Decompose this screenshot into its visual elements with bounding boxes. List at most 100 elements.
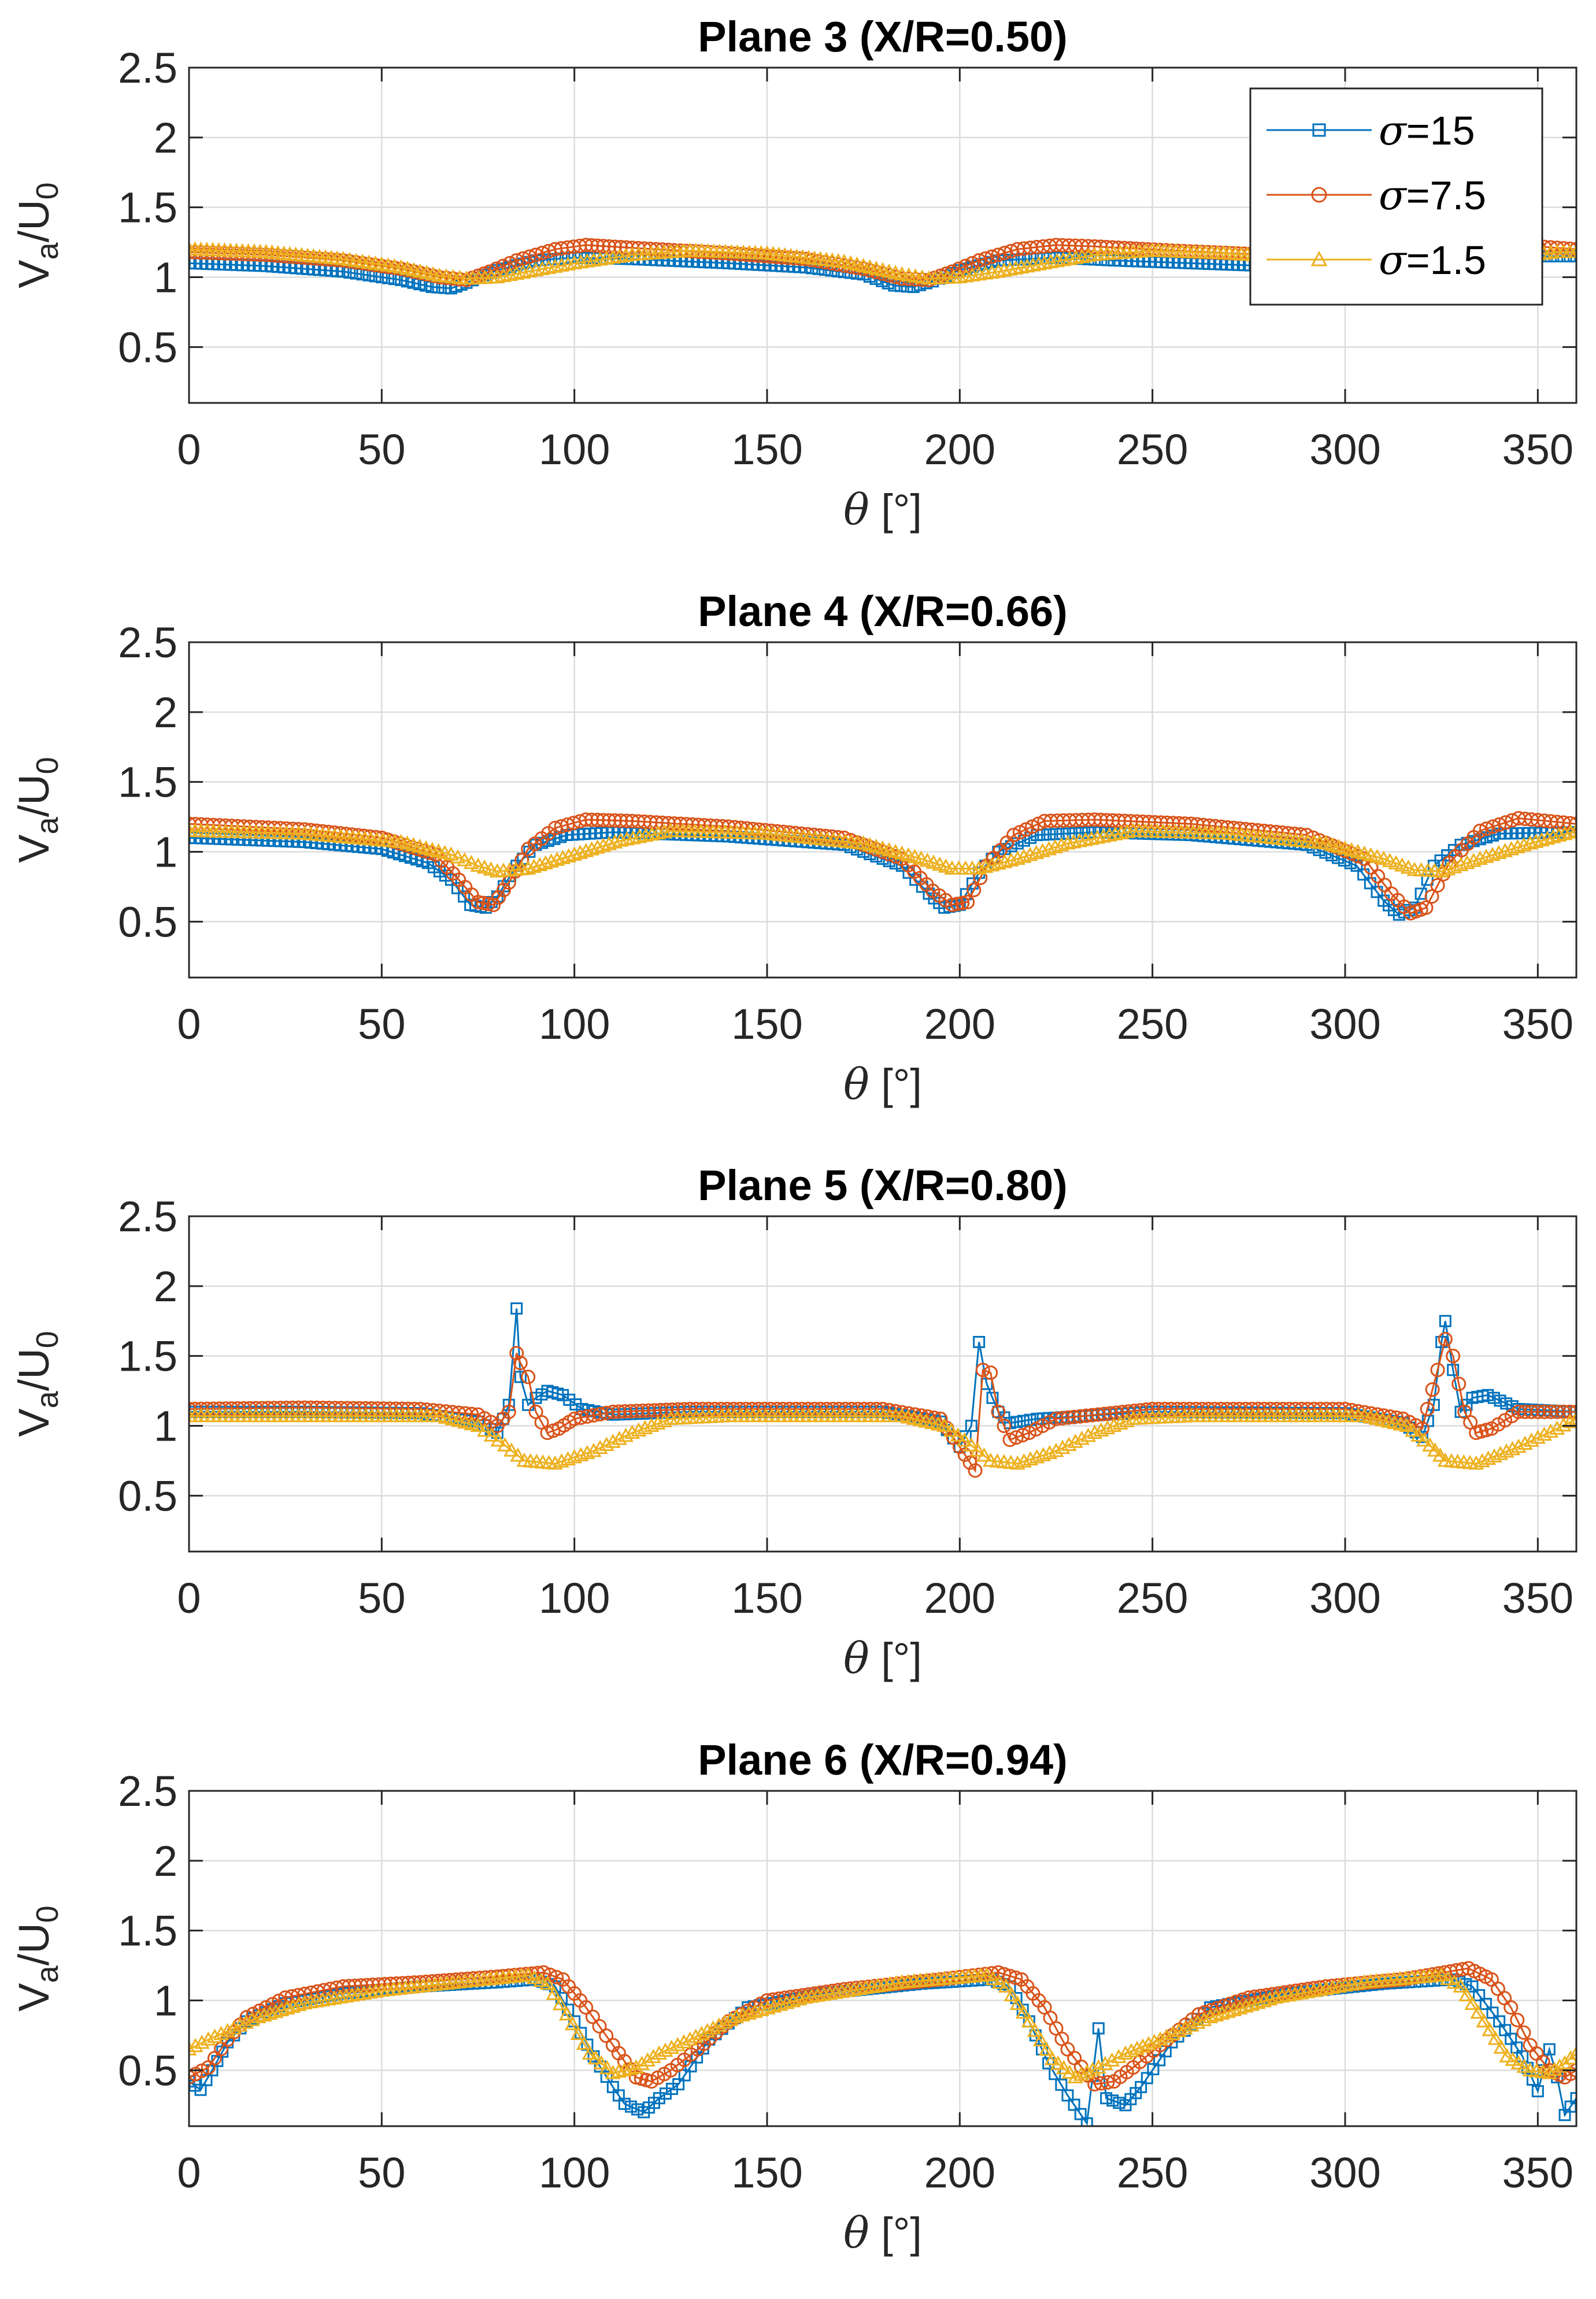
- data-point: [1003, 1987, 1020, 2001]
- data-point: [1493, 2039, 1509, 2054]
- data-point: [1504, 1441, 1521, 1456]
- data-point: [1140, 2036, 1157, 2050]
- data-point: [586, 1442, 602, 1457]
- data-point: [1013, 259, 1030, 274]
- data-point: [543, 853, 560, 868]
- x-tick-label: 100: [539, 2149, 610, 2197]
- data-point: [1022, 846, 1038, 861]
- data-point: [1510, 2012, 1525, 2027]
- data-point: [1196, 2012, 1212, 2026]
- data-point: [1504, 2000, 1519, 2015]
- y-tick-label: 2.5: [118, 1767, 177, 1815]
- data-point: [1482, 1389, 1494, 1401]
- data-point: [619, 240, 634, 255]
- data-point: [513, 1356, 528, 1371]
- data-point: [1009, 1430, 1024, 1445]
- data-point: [243, 834, 256, 846]
- x-tick-label: 250: [1117, 2149, 1188, 2197]
- data-point: [1526, 2073, 1539, 2086]
- data-point: [590, 238, 605, 253]
- y-tick-label: 2: [154, 1837, 177, 1885]
- chart-panel-4: 0 50 100 150 200 250 300 350 0.5 1 1.5 2 2.5 Plane 4 …: [10, 587, 1578, 1109]
- data-point: [973, 1336, 986, 1348]
- data-point: [694, 2026, 710, 2040]
- y-axis-label: Va/U0: [10, 757, 65, 862]
- data-point: [582, 1404, 595, 1416]
- data-point: [1568, 243, 1576, 258]
- data-point: [549, 1969, 564, 1985]
- data-point: [907, 849, 923, 864]
- data-point: [955, 895, 970, 910]
- data-point: [1067, 1434, 1083, 1448]
- data-point: [881, 842, 897, 857]
- data-point: [688, 2028, 704, 2043]
- data-point: [1562, 1413, 1576, 1428]
- data-point: [458, 890, 471, 903]
- data-point: [1165, 2026, 1181, 2040]
- legend-marker: [1312, 123, 1326, 137]
- data-point: [740, 2005, 757, 2020]
- data-point: [526, 858, 542, 873]
- data-point: [532, 857, 548, 871]
- x-tick-label: 150: [731, 1000, 802, 1048]
- data-point: [547, 1455, 563, 1470]
- plot-area: [189, 642, 1576, 978]
- data-point: [443, 846, 459, 861]
- data-point: [705, 2020, 721, 2035]
- data-point: [1569, 242, 1576, 257]
- data-point: [1362, 847, 1379, 862]
- legend-label-symbol: σ: [1379, 236, 1408, 284]
- data-point: [983, 1365, 998, 1380]
- data-point: [1135, 2038, 1151, 2053]
- data-point: [991, 247, 1006, 262]
- data-point: [522, 1398, 535, 1411]
- data-point: [262, 2005, 278, 2020]
- data-point: [1516, 837, 1532, 852]
- data-point: [1226, 2002, 1242, 2016]
- data-point: [585, 2009, 600, 2024]
- data-point: [552, 1996, 568, 2011]
- data-point: [1439, 1315, 1451, 1327]
- data-point: [957, 1432, 973, 1447]
- x-tick-label: 150: [731, 425, 802, 473]
- data-point: [522, 249, 537, 264]
- data-point: [672, 2078, 685, 2090]
- data-point: [496, 883, 511, 898]
- data-point: [201, 832, 214, 845]
- data-point: [1017, 1415, 1030, 1427]
- data-point: [1430, 1363, 1445, 1378]
- legend-box: [1249, 87, 1543, 306]
- data-point: [1031, 256, 1047, 271]
- series-line: [189, 1415, 1576, 1465]
- data-point: [1430, 878, 1445, 893]
- data-point: [1543, 2043, 1556, 2056]
- data-point: [1530, 1429, 1546, 1444]
- data-point: [1440, 1971, 1456, 1985]
- data-point: [451, 882, 464, 894]
- data-point: [1416, 1431, 1428, 1443]
- data-point: [1027, 2022, 1043, 2037]
- x-axis-label: θ [°]: [843, 2208, 922, 2258]
- data-point: [477, 1422, 493, 1437]
- data-point: [637, 1420, 653, 1435]
- data-point: [238, 2015, 254, 2029]
- data-point: [728, 2009, 745, 2023]
- y-tick-label: 2.5: [118, 44, 177, 92]
- data-point: [1474, 1453, 1490, 1468]
- x-tick-label: 250: [1117, 1574, 1188, 1622]
- data-point: [1183, 2017, 1199, 2032]
- axes-box: [188, 1215, 1578, 1553]
- legend-marker: [1311, 187, 1327, 203]
- data-point: [595, 838, 612, 852]
- data-point: [1042, 1415, 1057, 1430]
- legend-marker: [1310, 250, 1328, 266]
- plot-area: [189, 1791, 1576, 2126]
- data-point: [1056, 827, 1069, 840]
- data-point: [553, 1453, 569, 1468]
- data-point: [962, 1455, 977, 1470]
- data-point: [779, 1994, 795, 2009]
- data-point: [1153, 2054, 1166, 2067]
- data-point: [438, 282, 451, 294]
- data-point: [1503, 841, 1520, 856]
